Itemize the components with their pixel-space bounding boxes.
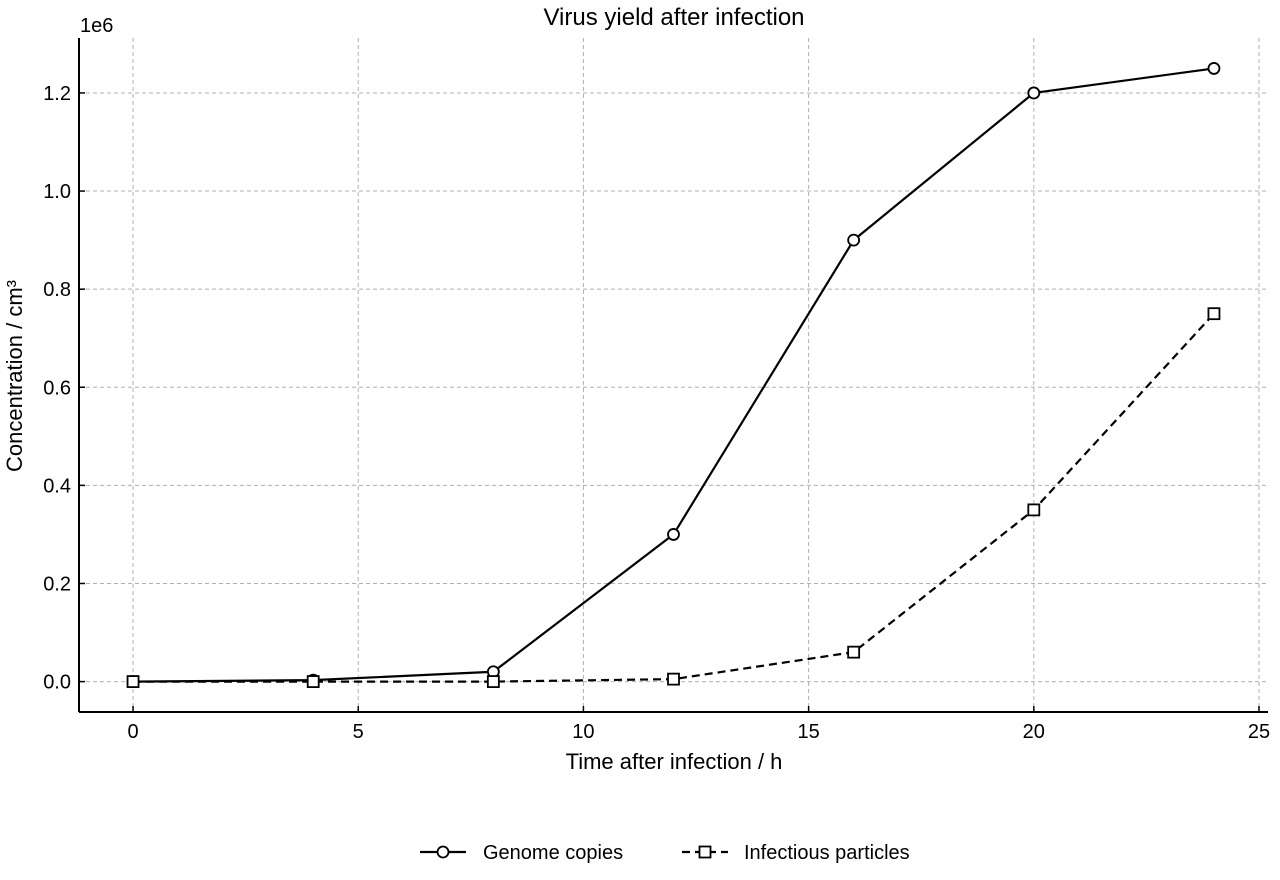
series-genome-copies (126, 62, 1221, 688)
x-axis-label: Time after infection / h (566, 749, 783, 774)
y-tick-label: 0.2 (43, 573, 71, 595)
x-tick-label: 25 (1248, 721, 1270, 743)
x-tick-label: 15 (797, 721, 819, 743)
y-tick-label: 1.0 (43, 181, 71, 203)
legend-label: Infectious particles (744, 842, 910, 864)
series-line (133, 312, 1215, 683)
data-point (1207, 307, 1221, 321)
data-point (847, 645, 861, 659)
data-point (667, 528, 680, 541)
series-infectious-particles (126, 307, 1221, 688)
legend: Genome copies Infectious particles (420, 842, 910, 864)
legend-item: Genome copies (420, 842, 623, 864)
y-tick-label: 0.0 (43, 672, 71, 694)
series-line (133, 67, 1215, 683)
y-axis-offset-label: 1e6 (80, 15, 113, 37)
data-point (847, 233, 861, 247)
x-tick-label: 10 (572, 721, 594, 743)
data-point (486, 675, 500, 688)
y-tick-label: 0.6 (43, 377, 71, 399)
data-point (1027, 503, 1041, 517)
y-tick-label: 0.4 (43, 475, 71, 497)
legend-marker (436, 845, 450, 859)
y-tick-label: 0.8 (43, 279, 71, 301)
x-tick-label: 5 (353, 721, 364, 743)
data-point (1207, 62, 1221, 75)
x-tick-label: 0 (127, 721, 138, 743)
data-series (126, 62, 1221, 688)
legend-marker (698, 845, 712, 859)
data-point (1027, 86, 1041, 100)
axes: 0 5 10 15 20 25 0.0 0.2 0.4 0.6 0.8 1.0 1.2 (43, 38, 1270, 743)
x-tick-label: 20 (1023, 721, 1045, 743)
legend-item: Infectious particles (682, 842, 910, 864)
data-point (306, 675, 320, 688)
data-point (667, 672, 680, 686)
y-axis-label: Concentration / cm³ (2, 280, 27, 472)
data-point (126, 675, 140, 688)
chart-title: Virus yield after infection (543, 4, 804, 31)
y-tick-label: 1.2 (43, 83, 71, 105)
grid-lines (79, 38, 1268, 712)
legend-label: Genome copies (483, 842, 623, 864)
